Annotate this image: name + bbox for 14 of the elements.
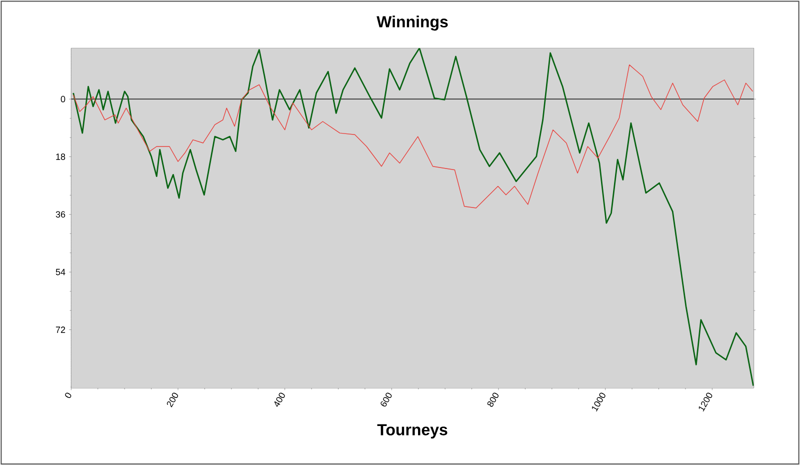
x-axis-title: Tourneys	[377, 424, 448, 438]
x-tick-label: 600	[380, 392, 392, 406]
x-tick-label: 800	[487, 392, 499, 407]
x-tick-label: 400	[274, 392, 285, 407]
y-tick-label: 72	[56, 326, 66, 333]
line-series	[72, 48, 754, 386]
x-tick-label: 0	[65, 392, 72, 398]
y-tick-label: 0	[60, 96, 66, 102]
chart-title: Winnings	[376, 16, 448, 31]
y-tick-label: 36	[56, 211, 66, 218]
x-tick-label: 200	[166, 392, 178, 408]
y-tick-label: 18	[56, 153, 66, 160]
y-tick-label: 54	[56, 268, 66, 276]
line-series	[72, 64, 754, 208]
